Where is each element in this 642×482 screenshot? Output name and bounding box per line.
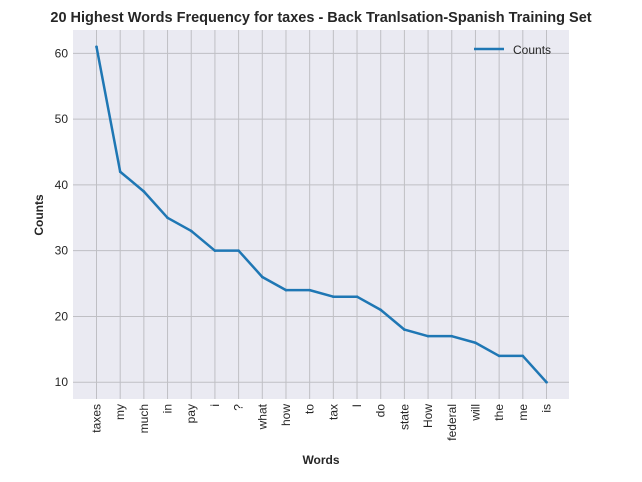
data-point — [237, 249, 240, 252]
x-tick-label: the — [492, 404, 506, 421]
plot-area — [73, 30, 569, 399]
x-tick-label: my — [113, 404, 127, 420]
y-tick-label: 10 — [55, 375, 69, 389]
series-line-counts — [95, 45, 548, 384]
x-tick-label: How — [421, 404, 435, 428]
data-point — [284, 288, 288, 292]
y-tick-label: 30 — [55, 244, 69, 258]
data-point — [308, 288, 311, 292]
x-tick-label: what — [255, 403, 269, 430]
data-point — [403, 328, 406, 331]
x-axis-label: Words — [302, 453, 339, 467]
y-tick-labels: 10 20 30 40 50 60 — [55, 46, 69, 389]
x-tick-label: much — [137, 404, 151, 433]
x-gridlines — [96, 30, 547, 399]
y-tick-label: 40 — [55, 178, 69, 192]
data-point — [355, 295, 359, 299]
data-point — [426, 334, 430, 338]
y-tick-label: 20 — [55, 309, 69, 323]
x-tick-label: ? — [232, 404, 246, 411]
data-point — [189, 229, 193, 233]
x-tick-label: how — [279, 404, 293, 426]
y-gridlines — [73, 52, 569, 383]
x-tick-label: is — [540, 404, 554, 413]
x-tick-label: state — [397, 404, 411, 430]
data-point — [497, 354, 501, 358]
y-tick-label: 50 — [55, 112, 69, 126]
data-point — [379, 308, 383, 312]
data-point — [213, 249, 217, 252]
data-point — [521, 354, 525, 358]
x-tick-label: in — [161, 404, 175, 413]
data-point — [95, 45, 98, 49]
data-point — [142, 190, 146, 193]
y-axis-label: Counts — [32, 194, 46, 236]
data-point — [166, 216, 169, 220]
data-point — [450, 334, 454, 338]
data-point — [260, 275, 264, 279]
legend-label: Counts — [513, 43, 551, 57]
x-tick-label: do — [374, 404, 388, 418]
series-layer — [95, 45, 548, 384]
data-point — [545, 380, 548, 384]
x-tick-label: me — [516, 404, 530, 421]
chart-title: 20 Highest Words Frequency for taxes - B… — [50, 10, 591, 26]
x-tick-label: federal — [445, 404, 459, 441]
x-tick-label: taxes — [90, 404, 104, 433]
x-tick-label: i — [208, 404, 222, 407]
x-tick-label: pay — [184, 404, 198, 423]
y-tick-label: 60 — [55, 46, 69, 60]
x-tick-label: I — [350, 404, 364, 407]
legend: Counts — [474, 43, 551, 57]
data-point — [118, 170, 122, 174]
data-point — [332, 295, 335, 299]
x-tick-label: tax — [326, 404, 340, 420]
x-tick-label: to — [303, 404, 317, 414]
data-point — [474, 341, 477, 345]
x-tick-label: will — [468, 404, 482, 422]
